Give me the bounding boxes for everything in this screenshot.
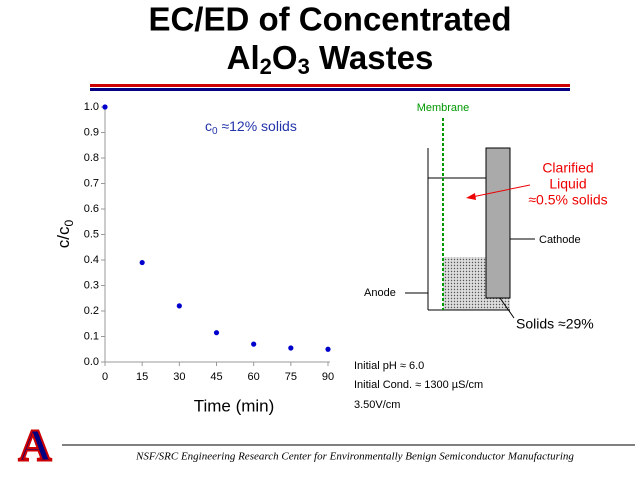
- x-axis-label: Time (min): [194, 396, 275, 415]
- rule-red: [90, 84, 570, 87]
- y-tick-label: 0.3: [84, 279, 99, 291]
- rule-blue: [90, 88, 570, 91]
- title: EC/ED of Concentrated: [148, 1, 511, 38]
- annotation-part: ≈12% solids: [218, 118, 297, 134]
- title-sub: 3: [298, 54, 310, 79]
- footer-text: NSF/SRC Engineering Research Center for …: [135, 451, 574, 463]
- x-tick-label: 60: [248, 371, 260, 383]
- y-tick-label: 0.0: [84, 356, 99, 368]
- title-part: O: [272, 39, 298, 76]
- clarified-label: Clarified: [542, 160, 593, 176]
- point: [176, 303, 182, 309]
- cathode: [485, 147, 511, 299]
- y-tick-label: 0.7: [84, 177, 99, 189]
- clarified-label: Liquid: [549, 176, 586, 192]
- y-tick-label: 0.8: [84, 152, 99, 164]
- y-tick-label: 0.5: [84, 228, 99, 240]
- condition: Initial Cond. ≈ 1300 µS/cm: [354, 379, 483, 391]
- y-tick-label: 0.6: [84, 203, 99, 215]
- y-label-part: c/c: [54, 226, 73, 248]
- x-tick-label: 90: [322, 371, 334, 383]
- anode-label: Anode: [364, 287, 396, 299]
- leader: [499, 297, 515, 319]
- annotation-part: c: [205, 118, 212, 134]
- title-sub: 2: [260, 54, 272, 79]
- cathode-label: Cathode: [539, 234, 581, 246]
- y-label-sub: 0: [62, 219, 76, 226]
- title-part: Wastes: [310, 39, 434, 76]
- title-part: Al: [227, 39, 260, 76]
- x-tick-label: 15: [136, 371, 148, 383]
- condition: Initial pH ≈ 6.0: [354, 360, 424, 372]
- y-axis-label: c/c0: [54, 219, 76, 248]
- point: [102, 104, 108, 110]
- y-tick-label: 0.2: [84, 305, 99, 317]
- point: [325, 346, 331, 352]
- x-tick-label: 75: [285, 371, 297, 383]
- y-tick-label: 0.9: [84, 126, 99, 138]
- membrane-label: Membrane: [417, 102, 470, 114]
- condition: 3.50V/cm: [354, 399, 400, 411]
- solids-label: Solids ≈29%: [516, 316, 594, 332]
- y-tick-label: 1.0: [84, 101, 99, 113]
- x-tick-label: 45: [210, 371, 222, 383]
- point: [288, 345, 294, 351]
- point: [251, 341, 257, 347]
- annotation-sub: 0: [212, 126, 218, 137]
- y-tick-label: 0.4: [84, 254, 99, 266]
- clarified-label: ≈0.5% solids: [528, 192, 607, 208]
- arrow: [471, 184, 531, 198]
- chart: Time (min) c/c0 c0 ≈12% solids 0.00.10.2…: [54, 101, 334, 416]
- diagram: Membrane Clarified Liquid ≈0.5% solids C…: [354, 102, 608, 411]
- title: Al2O3 Wastes: [227, 39, 434, 79]
- point: [139, 259, 145, 266]
- annotation: c0 ≈12% solids: [205, 118, 297, 137]
- x-tick-label: 0: [102, 371, 108, 383]
- y-tick-label: 0.1: [84, 330, 99, 342]
- x-tick-label: 30: [173, 371, 185, 383]
- point: [213, 330, 220, 336]
- arrow-head: [466, 193, 476, 200]
- logo: A: [18, 420, 51, 471]
